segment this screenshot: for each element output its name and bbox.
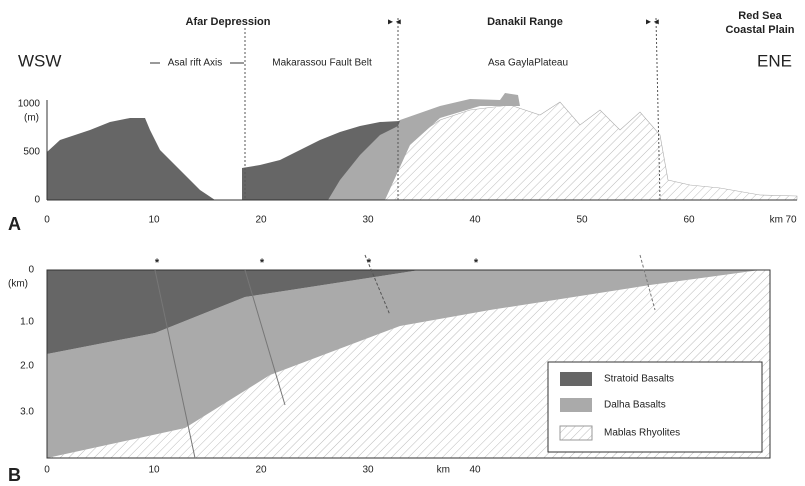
panel-label: A [8,214,21,234]
x-unit: km [437,465,450,476]
x-tick-label: 0 [44,465,50,476]
legend-label: Stratoid Basalts [604,374,674,385]
fault [154,269,196,459]
region: Red Sea [738,10,782,22]
x-tick-label: 40 [469,465,481,476]
stratoid-basalts [47,270,420,354]
rhyolite [377,101,798,201]
y-tick-label: 2.0 [20,361,34,372]
subregion: Asa GaylaPlateau [488,58,568,69]
x-tick-label: 20 [255,215,267,226]
y-tick-label: 3.0 [20,407,34,418]
star: * [155,257,160,269]
legend-swatch [560,372,592,386]
x-tick-label: 50 [576,215,588,226]
region: Afar Depression [186,16,271,28]
x-tick-label: 0 [44,215,50,226]
x-tick-label: 30 [362,215,374,226]
subregion: Makarassou Fault Belt [272,58,372,69]
legend-swatch [559,425,593,441]
x-tick-label: 60 [683,215,695,226]
y-tick-label: 500 [23,147,40,158]
fault [244,269,286,406]
y-unit: (m) [24,113,39,124]
y-tick-label: 0 [34,195,40,206]
fault [639,254,656,311]
stratoid-basalts [47,118,215,200]
star: * [260,257,265,269]
x-tick-label: 70 [785,215,797,226]
dalha-basalts [47,270,760,458]
x-tick-label: 10 [148,215,160,226]
region: Coastal Plain [725,24,794,36]
y-tick-label: 1000 [18,99,41,110]
subregion: Asal rift Axis [168,58,222,69]
x-unit: km [770,215,783,226]
x-tick-label: 40 [469,215,481,226]
panel-label: B [8,465,21,485]
direction: WSW [18,51,61,70]
legend-label: Dalha Basalts [604,400,666,411]
y-unit: (km) [8,279,28,290]
panel-b: * * * * Stratoid Basalts Dalha Basalts M… [8,254,771,485]
stratoid-basalts [242,121,400,200]
dalha-basalts [325,93,520,200]
arrow: ▸ ◂ [388,17,401,28]
legend-label: Mablas Rhyolites [604,428,680,439]
x-tick-label: 20 [255,465,267,476]
direction: ENE [757,51,792,70]
frame [46,269,771,459]
y-tick-label: 0 [28,265,34,276]
x-tick-label: 30 [362,465,374,476]
y-tick-label: 1.0 [20,317,34,328]
fault [364,254,391,316]
star: * [474,257,479,269]
arrow: ▸ ◂ [646,17,659,28]
x-tick-label: 10 [148,465,160,476]
region: Danakil Range [487,16,563,28]
panel-a: ▸ ◂ ▸ ◂ Afar Depression Danakil Range Re… [8,10,798,234]
star: * [367,257,372,269]
legend-swatch [560,398,592,412]
